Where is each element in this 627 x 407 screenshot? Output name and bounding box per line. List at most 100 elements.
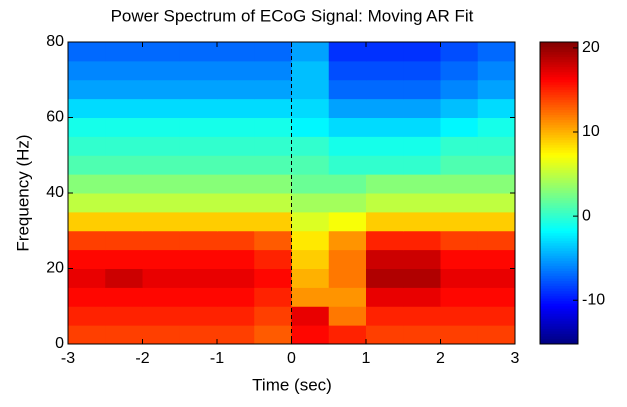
heatmap-cell — [366, 60, 404, 81]
colorbar-band — [540, 291, 578, 295]
x-tick-label: -3 — [61, 350, 75, 367]
heatmap-cell — [328, 268, 367, 288]
heatmap-cell — [142, 98, 181, 118]
heatmap-cell — [179, 136, 218, 156]
y-tick-label: 20 — [46, 260, 64, 277]
colorbar-band — [540, 193, 578, 197]
heatmap-cell — [142, 287, 181, 307]
heatmap-cell — [477, 79, 516, 100]
heatmap-cell — [142, 268, 181, 288]
y-tick-label: 0 — [55, 335, 64, 352]
heatmap-cell — [254, 136, 292, 156]
heatmap-cell — [254, 211, 292, 232]
heatmap-cell — [403, 249, 441, 269]
heatmap-cell — [291, 117, 330, 137]
colorbar-band — [540, 135, 578, 139]
heatmap-cell — [403, 306, 441, 326]
heatmap-cell — [217, 42, 255, 62]
heatmap-cell — [68, 230, 106, 251]
colorbar-band — [540, 82, 578, 86]
heatmap-cell — [328, 193, 367, 213]
colorbar-band — [540, 321, 578, 325]
heatmap-cell — [366, 98, 404, 118]
heatmap-cell — [291, 79, 330, 100]
x-axis-label: Time (sec) — [252, 375, 332, 394]
y-tick-label: 40 — [46, 184, 64, 201]
heatmap-cell — [403, 98, 441, 118]
colorbar-band — [540, 215, 578, 219]
colorbar-band — [540, 89, 578, 93]
heatmap-cell — [254, 60, 292, 81]
colorbar-band — [540, 172, 578, 176]
heatmap-cell — [217, 79, 255, 100]
colorbar-band — [540, 49, 578, 53]
y-axis-label: Frequency (Hz) — [13, 134, 32, 251]
heatmap-cell — [68, 79, 106, 100]
colorbar-band — [540, 250, 578, 254]
colorbar-band — [540, 84, 578, 88]
heatmap-cell — [403, 287, 441, 307]
heatmap-cell — [291, 249, 330, 269]
colorbar-band — [540, 92, 578, 96]
heatmap-cell — [105, 268, 143, 288]
colorbar-band — [540, 220, 578, 224]
heatmap-cell — [142, 193, 181, 213]
colorbar-band — [540, 253, 578, 257]
colorbar-band — [540, 218, 578, 222]
x-tick-label: 0 — [287, 350, 296, 367]
heatmap-cell — [217, 136, 255, 156]
colorbar-band — [540, 74, 578, 78]
heatmap-cell — [68, 136, 106, 156]
heatmap-cell — [217, 98, 255, 118]
heatmap-cell — [105, 98, 143, 118]
heatmap-cell — [105, 211, 143, 232]
colorbar-band — [540, 147, 578, 151]
heatmap-cell — [291, 60, 330, 81]
heatmap-cell — [328, 60, 367, 81]
colorbar-band — [540, 283, 578, 287]
heatmap-cell — [403, 79, 441, 100]
heatmap-cell — [105, 60, 143, 81]
colorbar-band — [540, 132, 578, 136]
heatmap-cell — [68, 174, 106, 194]
heatmap-cell — [403, 136, 441, 156]
x-tick-label: 3 — [511, 350, 520, 367]
heatmap-cell — [328, 249, 367, 269]
heatmap-cell — [440, 211, 479, 232]
colorbar-band — [540, 79, 578, 83]
colorbar-band — [540, 240, 578, 244]
colorbar-band — [540, 323, 578, 327]
heatmap-cell — [142, 117, 181, 137]
heatmap-cell — [440, 155, 479, 175]
heatmap-cell — [179, 230, 218, 251]
y-tick-label: 60 — [46, 109, 64, 126]
heatmap-cell — [105, 155, 143, 175]
heatmap-cell — [477, 287, 516, 307]
heatmap-cell — [291, 193, 330, 213]
heatmap-cell — [179, 306, 218, 326]
colorbar-band — [540, 140, 578, 144]
heatmap-cell — [217, 268, 255, 288]
heatmap-cell — [477, 211, 516, 232]
heatmap-cell — [254, 287, 292, 307]
colorbar-band — [540, 338, 578, 342]
colorbar-band — [540, 308, 578, 312]
heatmap-cell — [366, 136, 404, 156]
heatmap-cell — [366, 287, 404, 307]
heatmap-cell — [477, 155, 516, 175]
heatmap-cell — [179, 117, 218, 137]
colorbar-band — [540, 333, 578, 337]
colorbar-band — [540, 64, 578, 68]
heatmap-cell — [68, 325, 106, 345]
heatmap-cell — [477, 174, 516, 194]
colorbar-band — [540, 268, 578, 272]
heatmap-cell — [68, 287, 106, 307]
colorbar-band — [540, 258, 578, 262]
colorbar-band — [540, 54, 578, 58]
heatmap-cell — [179, 249, 218, 269]
heatmap-cell — [440, 306, 479, 326]
heatmap-cell — [403, 117, 441, 137]
heatmap-cell — [328, 306, 367, 326]
colorbar-band — [540, 69, 578, 73]
heatmap-cell — [440, 287, 479, 307]
